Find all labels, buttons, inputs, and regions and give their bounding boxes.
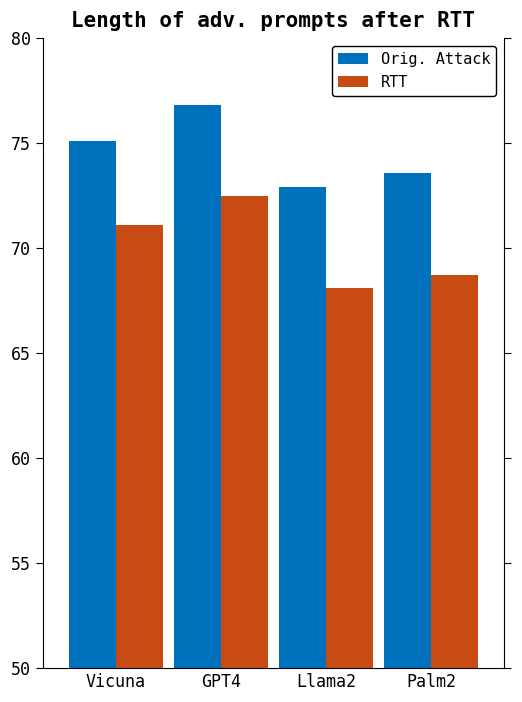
- Bar: [221, 196, 268, 702]
- Bar: [69, 141, 116, 702]
- Legend: Orig. Attack, RTT: Orig. Attack, RTT: [332, 46, 496, 95]
- Bar: [431, 275, 478, 702]
- Bar: [326, 288, 373, 702]
- Bar: [174, 105, 221, 702]
- Title: Length of adv. prompts after RTT: Length of adv. prompts after RTT: [72, 11, 476, 31]
- Bar: [279, 187, 326, 702]
- Bar: [384, 173, 431, 702]
- Bar: [116, 225, 162, 702]
